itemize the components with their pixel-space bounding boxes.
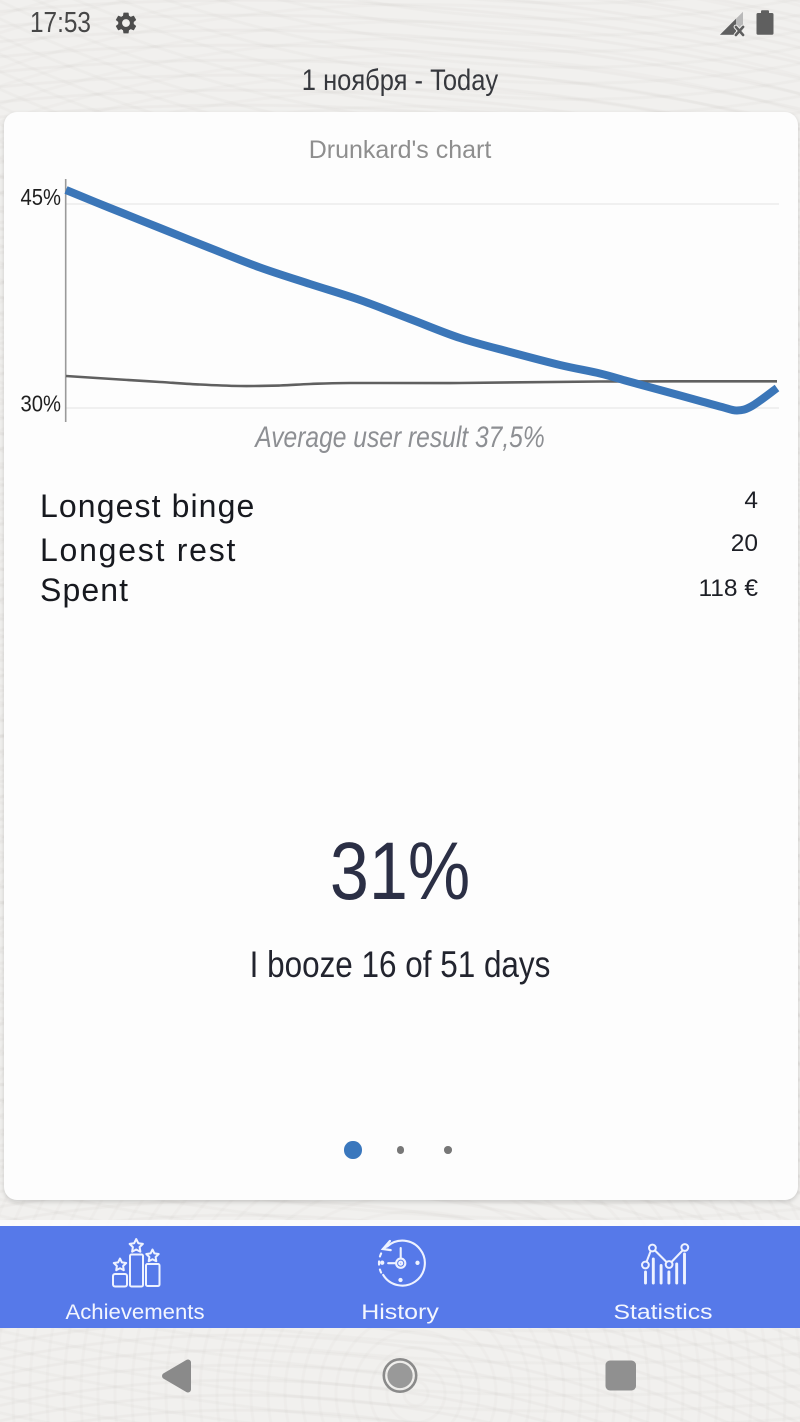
- svg-text:45%: 45%: [21, 184, 62, 210]
- svg-text:30%: 30%: [21, 391, 62, 417]
